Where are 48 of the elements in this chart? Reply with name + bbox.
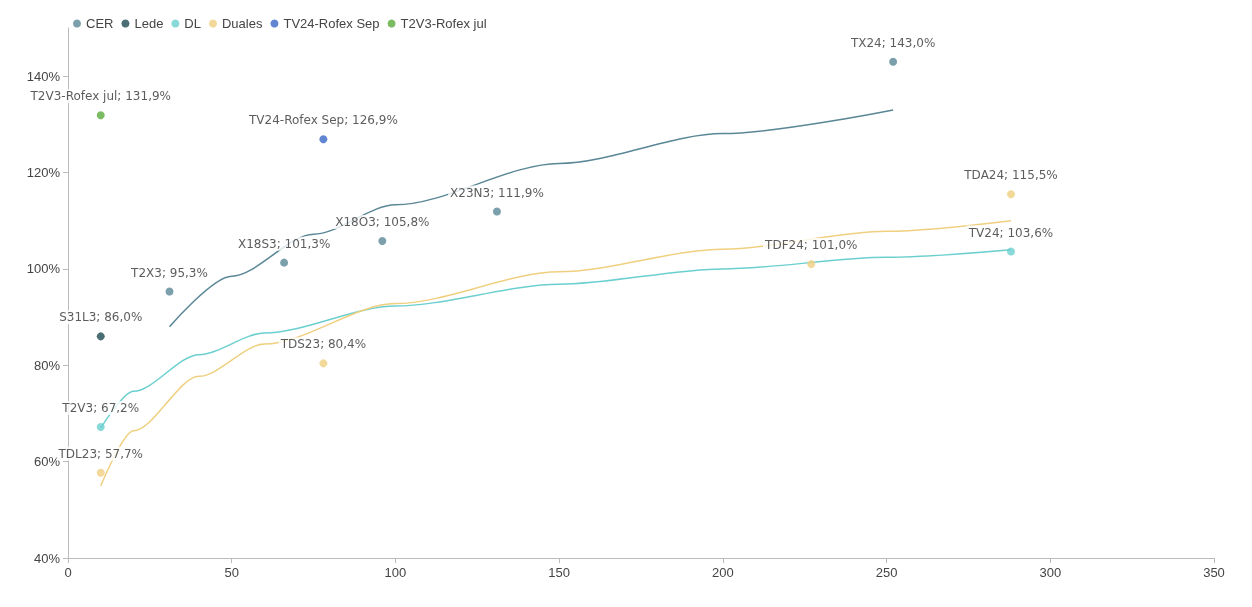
legend-label: DL [184, 16, 201, 31]
point [96, 422, 105, 431]
x-tick-label: 0 [64, 565, 72, 580]
data-label: X18S3; 101,3% [237, 236, 331, 251]
point [1007, 190, 1015, 199]
legend-label: T2V3-Rofex jul [400, 16, 487, 31]
data-label: T2V3-Rofex jul; 131,9% [29, 89, 171, 104]
legend-label: CER [86, 16, 114, 31]
point [492, 207, 501, 216]
y-tick-label: 40% [33, 550, 61, 566]
point [96, 111, 105, 120]
data-label: T2V3; 67,2% [61, 400, 140, 415]
point [889, 57, 898, 66]
x-tick-label: 200 [712, 565, 734, 580]
line-series [168, 109, 894, 328]
x-tick-label: 150 [548, 565, 570, 580]
point [96, 332, 105, 341]
data-label: X23N3; 111,9% [450, 185, 544, 200]
x-tick-label: 100 [384, 565, 407, 580]
point [1007, 247, 1015, 256]
data-label: TDA24; 115,5% [963, 168, 1058, 183]
point [165, 287, 174, 296]
data-label: TDF24; 101,0% [764, 238, 858, 253]
y-tick-label: 100% [26, 261, 61, 277]
y-tick-label: 120% [26, 165, 61, 181]
point [807, 260, 816, 269]
point [378, 236, 387, 245]
data-label: S31L3; 86,0% [59, 310, 143, 325]
point [319, 135, 328, 144]
data-label: X18O3; 105,8% [335, 214, 430, 229]
data-label: TDS23; 80,4% [279, 337, 367, 352]
data-label: T2X3; 95,3% [130, 265, 208, 280]
x-tick-label: 250 [875, 565, 898, 580]
data-label: TX24; 143,0% [849, 35, 936, 50]
point [319, 359, 328, 368]
x-tick-label: 300 [1039, 565, 1062, 580]
data-label: TV24-Rofex Sep; 126,9% [247, 113, 398, 128]
y-tick-label: 140% [26, 68, 61, 84]
data-label: TV24; 103,6% [967, 225, 1054, 240]
legend-label: Lede [134, 16, 164, 31]
legend-label: Duales [221, 16, 263, 31]
x-tick-label: 50 [224, 565, 239, 580]
point [96, 468, 105, 477]
data-label: TDL23; 57,7% [57, 446, 143, 461]
y-tick-label: 80% [33, 357, 61, 373]
x-tick-label: 350 [1203, 565, 1225, 580]
legend-label: TV24-Rofex Sep [283, 16, 380, 31]
point [280, 258, 289, 267]
